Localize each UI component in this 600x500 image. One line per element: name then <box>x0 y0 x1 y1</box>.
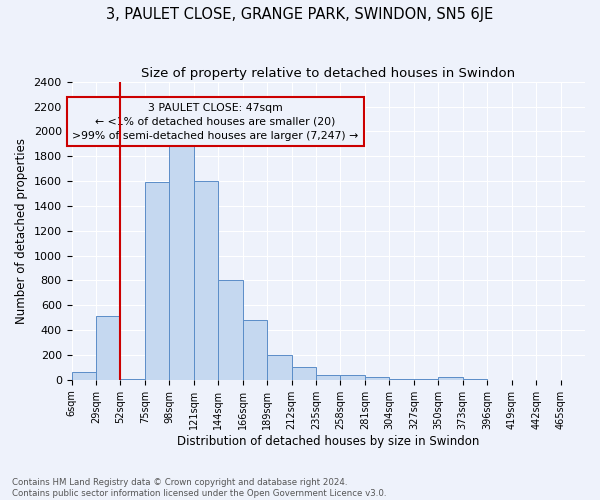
Bar <box>438 376 463 380</box>
Bar <box>71 372 96 380</box>
Bar <box>267 355 292 380</box>
Bar <box>96 316 121 380</box>
Bar <box>365 376 389 380</box>
Bar <box>242 320 267 380</box>
Bar <box>463 379 487 380</box>
Text: 3, PAULET CLOSE, GRANGE PARK, SWINDON, SN5 6JE: 3, PAULET CLOSE, GRANGE PARK, SWINDON, S… <box>106 8 494 22</box>
Bar <box>121 378 145 380</box>
Bar <box>316 375 340 380</box>
Text: Contains HM Land Registry data © Crown copyright and database right 2024.
Contai: Contains HM Land Registry data © Crown c… <box>12 478 386 498</box>
Bar <box>340 375 365 380</box>
X-axis label: Distribution of detached houses by size in Swindon: Distribution of detached houses by size … <box>177 434 479 448</box>
Bar <box>145 182 169 380</box>
Bar <box>194 181 218 380</box>
Bar <box>169 138 194 380</box>
Bar <box>389 379 414 380</box>
Text: 3 PAULET CLOSE: 47sqm
← <1% of detached houses are smaller (20)
>99% of semi-det: 3 PAULET CLOSE: 47sqm ← <1% of detached … <box>72 102 358 141</box>
Y-axis label: Number of detached properties: Number of detached properties <box>15 138 28 324</box>
Bar <box>414 379 438 380</box>
Title: Size of property relative to detached houses in Swindon: Size of property relative to detached ho… <box>141 68 515 80</box>
Bar <box>292 368 316 380</box>
Bar <box>218 280 242 380</box>
